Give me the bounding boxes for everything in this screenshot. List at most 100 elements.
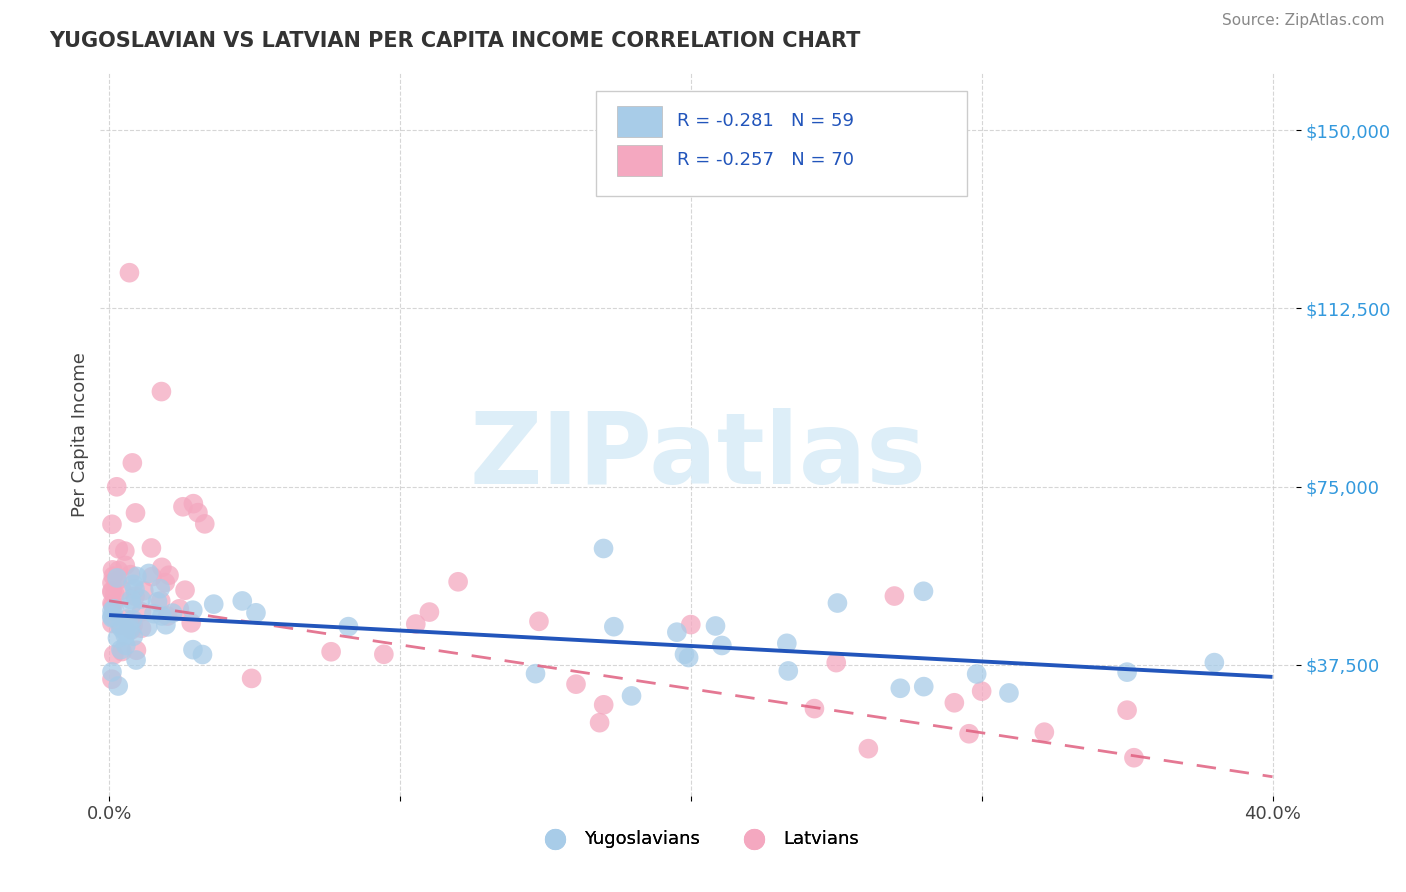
Point [180,615,202,630]
Point [122,629,145,643]
Point [447,574,470,589]
Point [114,558,136,573]
Point [187,506,209,520]
Point [142,607,165,621]
Point [111,644,134,658]
Point [169,602,191,616]
Point [883,589,905,603]
Point [603,620,626,634]
Point [114,628,136,642]
Point [150,560,173,574]
Point [337,620,360,634]
Point [105,480,128,494]
Point [107,631,129,645]
Legend: Yugoslavians, Latvians: Yugoslavians, Latvians [530,823,866,855]
Point [620,689,643,703]
Point [103,601,125,615]
Point [150,384,173,399]
Point [1204,656,1226,670]
Point [101,609,124,624]
Point [240,672,263,686]
Point [120,623,142,637]
Point [172,500,194,514]
Point [141,541,163,555]
Point [162,606,184,620]
Point [122,577,145,591]
Point [120,619,142,633]
Point [191,648,214,662]
Point [131,621,153,635]
Point [124,506,146,520]
Point [202,597,225,611]
Point [912,680,935,694]
Point [114,544,136,558]
Point [101,596,124,610]
Point [150,609,173,624]
Point [101,583,124,598]
Point [146,595,169,609]
Point [129,592,152,607]
Point [101,672,124,686]
Point [118,266,141,280]
Y-axis label: Per Capita Income: Per Capita Income [72,352,89,516]
Point [592,698,614,712]
Point [825,656,848,670]
Point [114,624,136,638]
FancyBboxPatch shape [617,145,662,176]
Point [121,456,143,470]
Text: ZIPatlas: ZIPatlas [470,408,927,505]
Point [998,686,1021,700]
Point [125,569,148,583]
Point [155,617,177,632]
Point [107,679,129,693]
Point [704,619,727,633]
Point [678,650,700,665]
Point [110,642,132,657]
Point [125,643,148,657]
Point [889,681,911,696]
Point [101,604,124,618]
Point [565,677,588,691]
Point [319,645,342,659]
Point [124,589,146,603]
Point [101,575,124,590]
Point [524,666,547,681]
Point [132,583,155,598]
Point [108,619,131,633]
Point [527,615,550,629]
Point [118,618,141,632]
Point [183,497,205,511]
Point [778,664,800,678]
Text: R = -0.281   N = 59: R = -0.281 N = 59 [676,112,853,129]
Point [155,575,177,590]
Point [1123,750,1146,764]
Point [101,665,124,679]
Point [115,612,138,626]
Point [588,715,610,730]
Point [245,606,267,620]
Point [120,623,142,637]
Point [124,582,146,597]
Point [827,596,849,610]
Point [107,541,129,556]
Point [194,516,217,531]
Text: YUGOSLAVIAN VS LATVIAN PER CAPITA INCOME CORRELATION CHART: YUGOSLAVIAN VS LATVIAN PER CAPITA INCOME… [49,31,860,51]
Point [136,620,159,634]
Point [105,571,128,585]
Point [157,568,180,582]
Point [405,617,427,632]
Point [121,598,143,612]
Point [1116,703,1139,717]
Point [120,592,142,607]
Point [970,684,993,698]
Point [149,594,172,608]
Point [114,639,136,653]
Point [156,609,179,624]
Point [912,584,935,599]
Point [120,567,142,582]
Point [101,616,124,631]
FancyBboxPatch shape [617,105,662,136]
Point [966,667,988,681]
Point [943,696,966,710]
Point [131,605,153,619]
